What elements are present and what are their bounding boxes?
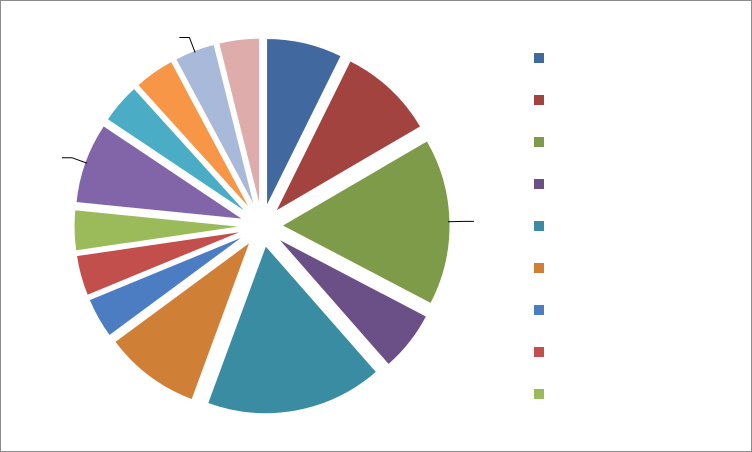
legend-swatch-3	[534, 137, 544, 147]
legend-swatch-4	[534, 179, 544, 189]
pie-slice-6	[114, 240, 252, 401]
pie-slice-2	[274, 60, 422, 213]
legend-swatch-8	[534, 347, 544, 357]
pie-slice-4	[277, 237, 428, 366]
legend-swatch-2	[534, 95, 544, 105]
legend-swatch-1	[534, 53, 544, 63]
leader-line-10	[61, 157, 88, 164]
pie-slice-1	[266, 38, 342, 207]
leader-line-13	[179, 37, 196, 53]
pie-slice-9	[73, 209, 243, 252]
legend-swatch-6	[534, 263, 544, 273]
legend-swatch-7	[534, 305, 544, 315]
pie-slice-11	[106, 87, 248, 214]
pie-slice-12	[137, 60, 251, 210]
legend-swatch-5	[534, 221, 544, 231]
pie-slice-14	[218, 37, 261, 207]
legend-swatch-9	[534, 389, 544, 399]
pie-slice-7	[88, 235, 245, 337]
pie-slice-5	[207, 244, 378, 415]
pie-slice-8	[75, 230, 243, 296]
